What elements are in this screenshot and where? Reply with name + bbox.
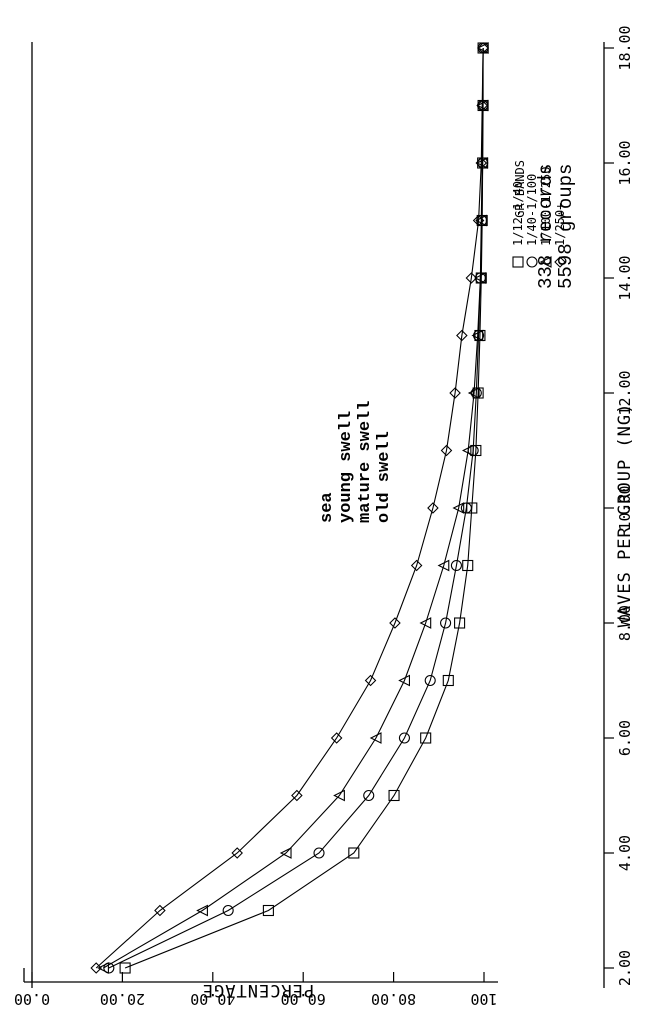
- series-3-point: [465, 272, 478, 284]
- series-0-point: [442, 674, 454, 687]
- series-2-point: [475, 157, 488, 169]
- series-2-point: [196, 904, 208, 917]
- series-3-point: [472, 214, 485, 227]
- series-2-point: [333, 789, 345, 802]
- series-line-1: [108, 47, 484, 969]
- legend-label-3: 1/250+: [553, 203, 567, 246]
- series-0-point: [119, 962, 131, 974]
- series-3-point: [475, 157, 488, 169]
- series-1-point: [470, 387, 482, 399]
- description-old-swell: old swell: [375, 431, 394, 523]
- series-3-point: [389, 617, 401, 629]
- series-0-point: [420, 732, 432, 744]
- x-tick-label: 2.00: [616, 950, 634, 986]
- series-0-point: [388, 789, 400, 802]
- x-tick-label: 16.00: [616, 140, 634, 185]
- legend-label-1: 1/40-1/100: [525, 174, 539, 246]
- x-axis-title: WAVES PER GROUP (NG): [615, 403, 635, 628]
- description-young-swell: young swell: [337, 411, 356, 523]
- series-3-point: [90, 962, 102, 974]
- y-tick-label: 100: [470, 990, 497, 1008]
- legend-items: 1/12-1/40 1/40-1/100 1/100-1/250 1/250+: [511, 167, 567, 268]
- series-2-point: [279, 847, 292, 859]
- series-2-point: [452, 502, 465, 514]
- x-tick-label: 4.00: [616, 835, 634, 871]
- records-count: 338 records: [535, 164, 557, 289]
- series-3-point: [477, 42, 489, 54]
- y-tick-label: 40.00: [190, 990, 235, 1008]
- ticks: 2.00 4.00 6.00 8.00 10.00 12.00 14.00 16.00 18.0…: [14, 25, 634, 1008]
- series-3-point: [456, 329, 468, 342]
- series-2-point: [369, 732, 382, 744]
- y-tick-label: 0.00: [14, 990, 50, 1008]
- series-1-point: [450, 559, 462, 572]
- stats-block: 338 records 5598 groups: [535, 164, 577, 289]
- x-tick-label: 18.00: [616, 25, 634, 70]
- series-1-point: [460, 502, 472, 514]
- x-tick-label: 12.00: [616, 370, 634, 415]
- legend-symbol-3: [554, 256, 566, 268]
- series-0-point: [470, 444, 482, 457]
- series-2-point: [471, 329, 484, 342]
- series-3-point: [154, 904, 166, 917]
- legend-symbol-2: [539, 256, 552, 268]
- series-3-point: [449, 387, 461, 399]
- series-3-point: [364, 674, 377, 687]
- series-2-point: [437, 559, 450, 572]
- series-markers: [90, 42, 489, 974]
- y-tick-label: 80.00: [371, 990, 416, 1008]
- series-1-point: [440, 617, 452, 629]
- series-1-point: [363, 789, 375, 802]
- legend: GR BANDS 1/12-1/40 1/40-1/100 1/100-1/250 1…: [511, 160, 567, 268]
- series-1-point: [398, 732, 410, 744]
- series-3-point: [476, 99, 488, 112]
- description-mature-swell: mature swell: [356, 401, 375, 523]
- series-0-point: [454, 617, 466, 629]
- legend-symbol-0: [512, 256, 524, 268]
- legend-label-0: 1/12-1/40: [511, 181, 525, 246]
- series-2-point: [398, 674, 410, 687]
- series-2-point: [419, 617, 432, 629]
- description-sea: sea: [318, 492, 337, 523]
- y-axis-title: PERCENTAGE: [202, 980, 314, 1000]
- groups-count: 5598 groups: [555, 164, 577, 289]
- series-3-point: [410, 559, 423, 572]
- series-line-3: [95, 47, 484, 969]
- series-2-point: [97, 962, 109, 974]
- y-tick-label: 60.00: [281, 990, 326, 1008]
- series-0-point: [462, 559, 474, 572]
- series-2-point: [461, 444, 474, 457]
- series-2-point: [467, 387, 480, 399]
- series-lines: [95, 47, 484, 969]
- series-0-point: [262, 904, 274, 917]
- series-3-point: [440, 444, 453, 457]
- series-3-point: [231, 847, 243, 859]
- series-3-point: [330, 732, 343, 744]
- series-1-point: [313, 847, 325, 859]
- series-1-point: [222, 904, 234, 917]
- series-1-point: [424, 674, 436, 687]
- axes: [23, 42, 605, 988]
- series-0-point: [466, 502, 478, 514]
- x-tick-label: 6.00: [616, 720, 634, 756]
- y-tick-label: 20.00: [100, 990, 145, 1008]
- series-3-point: [291, 789, 303, 802]
- series-descriptions: sea young swell mature swell old swell: [318, 401, 394, 523]
- series-0-point: [348, 847, 360, 859]
- legend-symbol-1: [526, 256, 538, 268]
- series-line-0: [124, 48, 484, 969]
- legend-label-2: 1/100-1/250: [539, 167, 553, 246]
- x-tick-label: 10.00: [616, 485, 634, 530]
- x-tick-label: 8.00: [616, 605, 634, 641]
- series-line-2: [103, 47, 484, 969]
- series-2-point: [474, 272, 486, 284]
- legend-title: GR BANDS: [513, 160, 527, 218]
- x-tick-label: 14.00: [616, 255, 634, 300]
- series-3-point: [427, 502, 439, 514]
